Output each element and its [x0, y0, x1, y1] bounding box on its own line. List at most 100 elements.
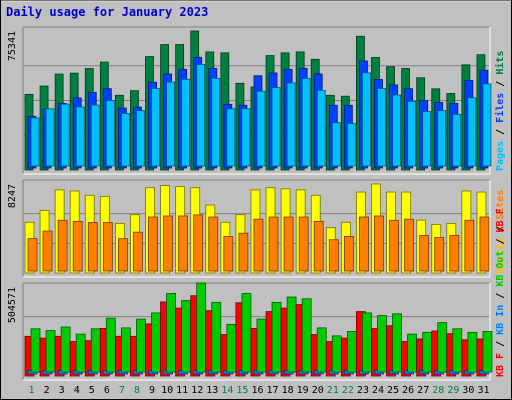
bar-pages-day-15: [241, 108, 251, 167]
x-tick-label-7: 7: [119, 385, 125, 396]
bar-kb-out-day-31: [482, 331, 493, 373]
bar-kb-out-day-24: [377, 315, 387, 373]
legend-entry: /: [495, 335, 506, 353]
x-tick-label-4: 4: [74, 385, 80, 396]
bar-kb-out-day-15: [241, 293, 252, 373]
x-tick-label-5: 5: [89, 385, 95, 396]
bar-sites-day-17: [268, 216, 279, 272]
bar-sites-day-18: [283, 216, 294, 272]
bar-pages-day-2: [45, 108, 55, 167]
x-tick-label-3: 3: [59, 385, 65, 396]
x-tick-label-21: 21: [327, 385, 339, 396]
bar-kb-out-day-18: [286, 296, 297, 373]
x-tick-label-9: 9: [149, 385, 155, 396]
bar-sites-day-6: [102, 222, 113, 272]
bar-pages-day-5: [90, 104, 100, 167]
legend-entry: Files: [494, 93, 506, 123]
legend-entry: /: [495, 75, 506, 93]
bar-sites-day-21: [328, 239, 339, 272]
legend-entry: Visits: [494, 238, 506, 274]
legend-entry: /: [495, 220, 506, 238]
bar-kb-out-day-8: [136, 318, 146, 373]
bar-kb-out-day-28: [437, 322, 448, 373]
x-tick-label-30: 30: [462, 385, 474, 396]
legend-entry: /: [495, 123, 506, 141]
bar-kb-out-day-6: [105, 317, 116, 373]
panel-middle-legend: Visits / Sites: [494, 190, 506, 274]
x-tick-label-8: 8: [134, 385, 140, 396]
bar-kb-out-day-23: [362, 312, 372, 373]
bar-pages-day-12: [196, 64, 206, 167]
bar-pages-day-23: [362, 72, 371, 167]
bar-kb-out-day-5: [90, 328, 101, 373]
bar-pages-day-6: [105, 100, 115, 167]
bar-sites-day-13: [208, 216, 219, 272]
x-tick-label-11: 11: [176, 385, 188, 396]
bar-pages-day-10: [166, 81, 175, 167]
bar-pages-day-3: [60, 103, 70, 167]
bar-kb-out-day-11: [181, 300, 192, 373]
legend-entry: /: [495, 287, 506, 305]
bar-pages-day-27: [422, 111, 432, 167]
bar-pages-day-21: [331, 122, 341, 167]
bar-kb-out-day-22: [346, 331, 357, 373]
bar-kb-out-day-13: [211, 301, 222, 373]
legend-entry: Hits: [494, 51, 506, 75]
x-tick-label-12: 12: [191, 385, 203, 396]
legend-entry: Pages: [495, 141, 506, 171]
panel-top-max-label: 75341: [7, 31, 18, 61]
x-tick-label-6: 6: [104, 385, 110, 396]
x-tick-label-25: 25: [387, 385, 399, 396]
bar-kb-out-day-9: [151, 312, 161, 373]
legend-entry: /: [495, 232, 506, 250]
bar-sites-day-23: [359, 216, 369, 272]
bar-kb-out-day-7: [120, 327, 131, 373]
x-tick-label-2: 2: [44, 385, 50, 396]
panel-top-legend: Pages / Files / Hits: [494, 51, 506, 171]
bar-sites-day-24: [374, 215, 384, 272]
bar-sites-day-20: [313, 220, 324, 272]
bar-kb-out-day-29: [452, 328, 463, 373]
bar-sites-day-28: [434, 237, 445, 272]
bar-sites-day-25: [389, 219, 399, 272]
bar-pages-day-28: [437, 110, 447, 167]
bar-sites-day-1: [27, 238, 38, 272]
bar-pages-day-9: [151, 88, 160, 167]
panel-middle-max-label: 8247: [7, 184, 18, 208]
legend-entry: KB Out: [495, 251, 506, 287]
bar-pages-day-4: [75, 106, 85, 167]
bar-pages-day-29: [452, 113, 462, 167]
x-tick-label-20: 20: [312, 385, 324, 396]
bar-pages-day-20: [316, 89, 326, 167]
x-tick-label-14: 14: [221, 385, 233, 396]
bar-kb-out-day-14: [226, 323, 237, 373]
bar-kb-out-day-1: [30, 328, 41, 373]
bar-kb-out-day-17: [271, 301, 282, 373]
bar-kb-out-day-16: [256, 318, 267, 373]
legend-entry: Sites: [494, 190, 506, 220]
bar-sites-day-31: [479, 216, 490, 272]
legend-entry: KB F: [495, 353, 506, 377]
bar-sites-day-29: [449, 234, 460, 272]
panel-bottom-max-label: 504571: [7, 287, 18, 323]
bar-sites-day-12: [193, 214, 204, 272]
x-tick-label-24: 24: [372, 385, 384, 396]
x-tick-label-23: 23: [357, 385, 369, 396]
bar-pages-day-11: [181, 78, 191, 167]
x-tick-label-13: 13: [206, 385, 218, 396]
x-tick-label-16: 16: [251, 385, 263, 396]
bar-sites-day-27: [419, 234, 430, 272]
bar-sites-day-10: [163, 215, 173, 272]
panel-bottom-legend: KB F / KB In / KB Out / KB F: [495, 208, 506, 377]
bar-sites-day-16: [253, 218, 264, 272]
bar-pages-day-24: [377, 88, 386, 167]
bar-pages-day-14: [226, 108, 236, 167]
bar-sites-day-2: [42, 230, 53, 272]
bar-pages-day-16: [256, 90, 266, 167]
bar-kb-out-day-26: [407, 333, 418, 373]
x-tick-label-10: 10: [161, 385, 173, 396]
bar-pages-day-1: [30, 117, 40, 167]
bar-pages-day-31: [482, 83, 492, 167]
